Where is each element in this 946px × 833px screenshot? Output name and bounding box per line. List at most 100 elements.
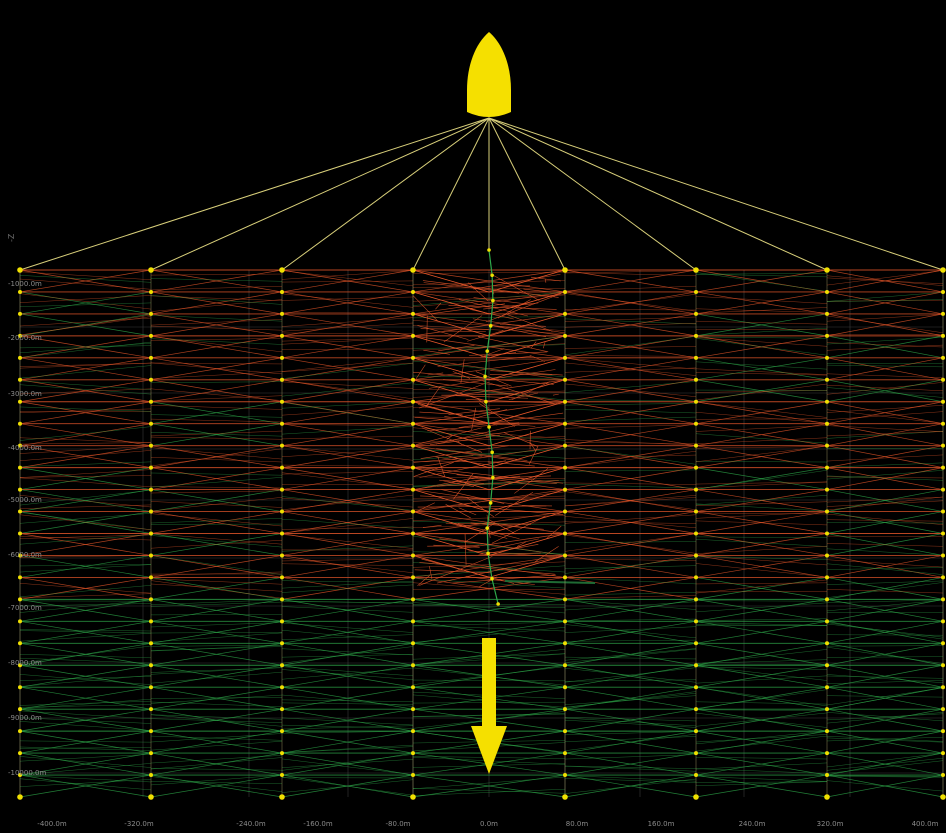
mesh-link: [695, 445, 828, 468]
sensor-nodes: [17, 248, 946, 800]
mesh-link: [488, 511, 566, 534]
mesh-link: [564, 541, 697, 543]
sensor-node: [941, 553, 945, 558]
mesh-link: [486, 514, 491, 539]
mesh-link: [422, 524, 442, 529]
mesh-link: [488, 423, 566, 447]
sensor-node: [18, 531, 22, 536]
mesh-link: [412, 401, 490, 425]
sensor-node: [941, 685, 945, 690]
sensor-node: [487, 248, 491, 252]
offset-tick-label: 400.0m: [912, 820, 939, 828]
mesh-link: [826, 462, 944, 468]
mesh-link: [281, 666, 414, 677]
sensor-node: [279, 794, 285, 800]
mesh-link: [826, 760, 944, 774]
mesh-link: [150, 486, 283, 489]
mesh-link: [281, 717, 414, 726]
mesh-link: [695, 579, 828, 594]
mesh-link: [564, 577, 697, 585]
sensor-node: [941, 399, 945, 404]
mesh-link: [19, 365, 152, 379]
mesh-link: [150, 768, 283, 771]
sensor-node: [17, 794, 23, 800]
mesh-link: [564, 708, 697, 732]
mesh-link: [19, 620, 152, 644]
sensor-node: [825, 641, 829, 646]
mesh-link: [425, 386, 441, 408]
sensor-node: [941, 597, 945, 602]
mesh-link: [281, 601, 414, 604]
mesh-link: [281, 317, 414, 327]
depth-tick-label: -10000.0m: [8, 769, 46, 777]
mesh-link: [564, 516, 697, 529]
mesh-link: [564, 648, 697, 661]
sensor-node: [411, 377, 415, 382]
mesh-link: [695, 762, 828, 770]
mesh-link: [491, 275, 494, 301]
mesh-link: [281, 563, 414, 567]
mesh-link: [281, 754, 414, 771]
mesh-link: [826, 780, 944, 792]
sensor-node: [18, 355, 22, 360]
mesh-link: [695, 730, 828, 754]
mesh-link: [281, 534, 414, 549]
mesh-link: [503, 432, 538, 447]
sensor-node: [941, 707, 945, 712]
sensor-node: [411, 597, 415, 602]
sensor-node: [824, 794, 830, 800]
mesh-link: [281, 664, 414, 688]
mesh-link: [281, 558, 414, 562]
mesh-link: [826, 357, 944, 381]
mesh-link: [826, 664, 944, 688]
mesh-link: [281, 467, 414, 490]
mesh-link: [826, 548, 944, 556]
mesh-link: [19, 645, 152, 664]
mesh-link: [490, 273, 540, 301]
mesh-link: [695, 712, 828, 727]
mesh-link: [412, 482, 566, 487]
mesh-link: [150, 299, 283, 312]
mesh-link: [19, 534, 152, 545]
mesh-link: [564, 555, 697, 578]
mesh-link: [19, 362, 152, 367]
mesh-link: [281, 348, 414, 350]
mesh-link: [564, 691, 697, 708]
sensor-node: [280, 311, 284, 316]
sensor-node: [825, 399, 829, 404]
mesh-link: [508, 392, 539, 400]
mesh-link: [412, 582, 566, 595]
mesh-link: [19, 746, 152, 751]
mesh-link: [150, 694, 283, 704]
mesh-link: [564, 323, 697, 328]
tow-line: [281, 117, 490, 271]
mesh-link: [150, 418, 283, 423]
mesh-link: [484, 351, 488, 377]
mesh-link: [281, 669, 414, 680]
sensor-node: [941, 729, 945, 734]
sensor-node: [411, 531, 415, 536]
depth-tick-label: -3000.0m: [8, 390, 42, 398]
mesh-link: [477, 336, 549, 353]
tow-line: [19, 117, 490, 271]
mesh-link: [826, 680, 944, 684]
mesh-link: [564, 293, 697, 312]
mesh-link: [281, 362, 414, 372]
mesh-link: [826, 642, 944, 666]
mesh-link: [473, 273, 561, 290]
mesh-link: [150, 513, 283, 527]
mesh-link: [281, 779, 414, 793]
sensor-node: [825, 465, 829, 470]
mesh-link: [695, 712, 828, 728]
sensor-node: [563, 619, 567, 624]
mesh-link: [19, 513, 152, 524]
mesh-link: [281, 526, 414, 530]
mesh-link: [150, 456, 283, 463]
mesh-link: [412, 423, 566, 447]
mesh-link: [564, 565, 697, 569]
mesh-link: [564, 482, 697, 485]
mesh-link: [19, 423, 152, 447]
mesh-link: [281, 423, 414, 447]
mesh-link: [492, 515, 546, 544]
sensor-node: [825, 707, 829, 712]
